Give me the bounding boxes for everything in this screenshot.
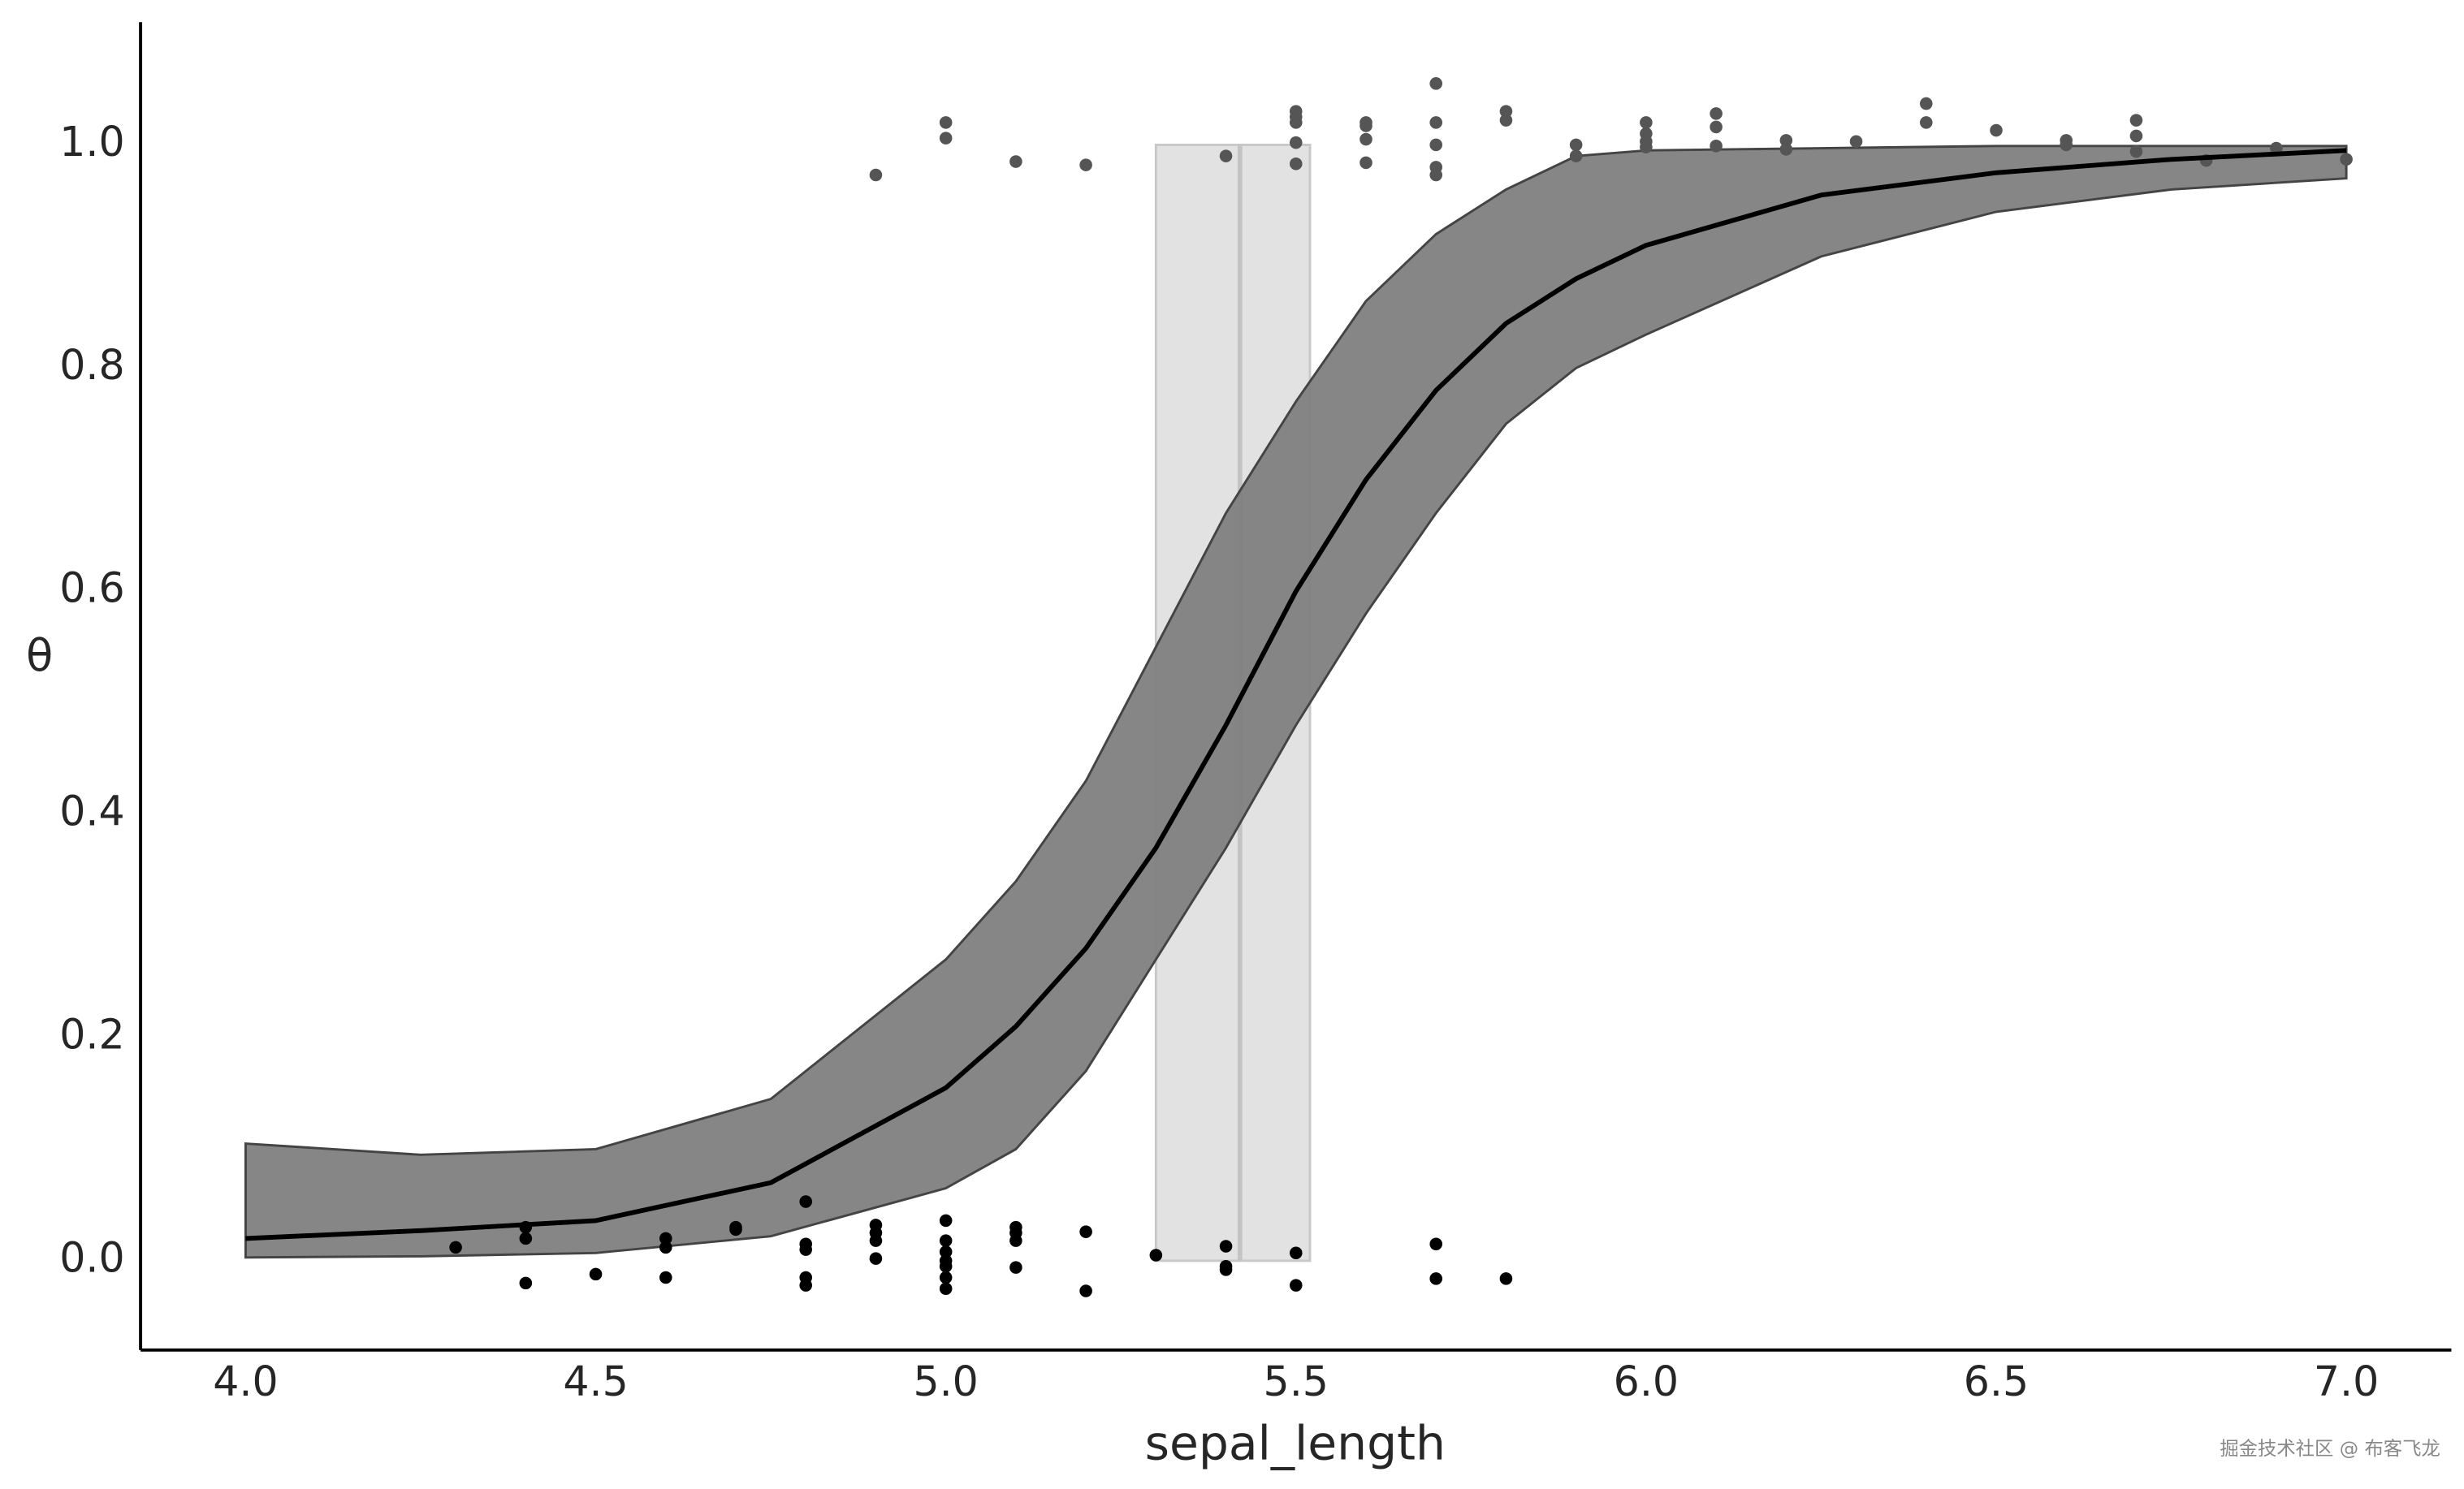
data-point	[2340, 153, 2353, 166]
data-point	[1429, 168, 1442, 182]
data-point	[519, 1276, 533, 1290]
data-point	[1289, 116, 1303, 129]
data-point	[2129, 145, 2143, 158]
data-point	[939, 1214, 953, 1228]
y-tick-label: 0.6	[59, 564, 124, 612]
data-point	[1919, 116, 1933, 129]
data-point	[1429, 116, 1442, 129]
data-point	[659, 1241, 672, 1254]
data-point	[1219, 1240, 1233, 1253]
data-point	[1499, 1272, 1513, 1285]
x-axis-label: sepal_length	[1145, 1416, 1446, 1471]
data-point	[519, 1232, 533, 1245]
data-point	[799, 1243, 812, 1256]
data-point	[1009, 1261, 1022, 1274]
data-point	[659, 1232, 672, 1245]
data-point	[1499, 114, 1513, 127]
data-point	[2270, 141, 2283, 155]
data-point	[1919, 97, 1933, 110]
data-point	[1779, 134, 1793, 147]
x-tick-label: 4.0	[213, 1357, 278, 1405]
data-point	[869, 168, 883, 182]
data-point	[1289, 1279, 1303, 1292]
data-point	[1149, 1249, 1163, 1262]
data-point	[1569, 138, 1583, 152]
data-point	[1429, 1272, 1442, 1285]
data-point	[1360, 119, 1372, 132]
data-point	[1779, 143, 1793, 156]
data-point	[2129, 129, 2143, 143]
data-point	[1289, 136, 1303, 149]
theta-line	[245, 148, 2347, 1241]
y-tick-label: 0.2	[59, 1010, 124, 1058]
data-point	[1849, 135, 1863, 149]
data-point	[449, 1241, 462, 1254]
x-tick-label: 5.0	[913, 1357, 978, 1405]
data-point	[939, 1271, 953, 1284]
data-point	[799, 1279, 812, 1292]
y-tick-label: 0.4	[59, 788, 124, 835]
data-point	[939, 132, 953, 145]
y-tick-label: 1.0	[59, 118, 124, 166]
watermark: 掘金技术社区 @ 布客飞龙	[2220, 1437, 2440, 1460]
data-point	[1710, 140, 1723, 153]
data-point	[1990, 123, 2003, 137]
data-point	[1079, 1225, 1092, 1238]
data-point	[2129, 114, 2143, 127]
data-point	[729, 1223, 742, 1237]
data-point	[939, 116, 953, 129]
y-tick-label: 0.8	[59, 341, 124, 389]
data-point	[1429, 138, 1442, 152]
x-tick-label: 7.0	[2314, 1357, 2379, 1405]
data-point	[869, 1234, 883, 1247]
x-tick-label: 5.5	[1264, 1357, 1329, 1405]
data-point	[1429, 77, 1442, 90]
x-tick-label: 4.5	[563, 1357, 628, 1405]
data-point	[1429, 1237, 1442, 1251]
hdi-band	[244, 145, 2348, 1259]
data-point	[1289, 158, 1303, 170]
data-point	[1360, 132, 1372, 146]
data-point	[1009, 155, 1022, 168]
x-tick-label: 6.5	[1964, 1357, 2029, 1405]
data-point	[1009, 1234, 1022, 1247]
data-point	[1499, 105, 1513, 118]
x-tick-label: 6.0	[1614, 1357, 1679, 1405]
data-point	[589, 1267, 603, 1281]
data-point	[1710, 107, 1723, 120]
y-tick-label: 0.0	[59, 1233, 124, 1281]
data-point	[939, 1234, 953, 1247]
data-point	[1079, 158, 1092, 171]
data-point	[1289, 1246, 1303, 1260]
data-point	[1360, 156, 1372, 170]
data-point	[1219, 149, 1233, 162]
data-point	[869, 1252, 883, 1265]
y-axis-label: θ	[26, 629, 53, 681]
data-point	[1640, 116, 1653, 129]
data-point	[1569, 149, 1583, 162]
data-point	[1710, 120, 1723, 134]
data-point	[939, 1282, 953, 1296]
data-point	[799, 1195, 812, 1208]
data-point	[939, 1245, 953, 1258]
data-point	[1079, 1284, 1092, 1297]
data-point	[2060, 138, 2073, 152]
data-point	[939, 1259, 953, 1273]
data-point	[1640, 140, 1653, 153]
data-point	[1219, 1263, 1233, 1276]
data-point	[659, 1271, 672, 1284]
